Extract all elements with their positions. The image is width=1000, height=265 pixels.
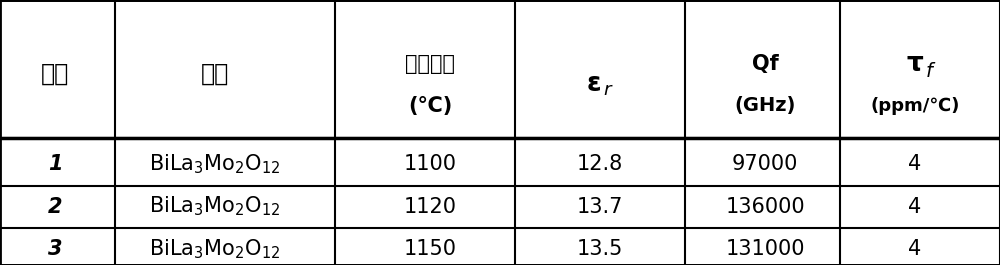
Text: 4: 4 (908, 154, 922, 174)
Text: 1120: 1120 (404, 197, 456, 217)
Text: 3: 3 (48, 239, 62, 259)
Text: 2: 2 (48, 197, 62, 217)
Text: 13.7: 13.7 (577, 197, 623, 217)
Text: $\mathbf{\varepsilon}_{\,r}$: $\mathbf{\varepsilon}_{\,r}$ (586, 72, 614, 98)
Text: BiLa$_3$Mo$_2$O$_{12}$: BiLa$_3$Mo$_2$O$_{12}$ (149, 195, 281, 219)
Text: 4: 4 (908, 239, 922, 259)
Text: $\mathit{f}$: $\mathit{f}$ (925, 62, 936, 81)
Text: 组成: 组成 (201, 62, 229, 86)
Text: BiLa$_3$Mo$_2$O$_{12}$: BiLa$_3$Mo$_2$O$_{12}$ (149, 152, 281, 176)
Text: (GHz): (GHz) (734, 96, 796, 116)
Text: 1100: 1100 (404, 154, 456, 174)
Text: 136000: 136000 (725, 197, 805, 217)
Text: 13.5: 13.5 (577, 239, 623, 259)
Text: 131000: 131000 (725, 239, 805, 259)
Text: (ppm/℃): (ppm/℃) (870, 97, 960, 115)
Text: Qf: Qf (752, 54, 778, 74)
Text: $\mathbf{\tau}$: $\mathbf{\tau}$ (906, 51, 924, 77)
Text: 实例: 实例 (41, 62, 69, 86)
Text: 97000: 97000 (732, 154, 798, 174)
Text: 1150: 1150 (404, 239, 456, 259)
Text: 12.8: 12.8 (577, 154, 623, 174)
Text: (℃): (℃) (408, 96, 452, 116)
Text: 烧结温度: 烧结温度 (405, 54, 455, 74)
Text: 4: 4 (908, 197, 922, 217)
Text: 1: 1 (48, 154, 62, 174)
Text: BiLa$_3$Mo$_2$O$_{12}$: BiLa$_3$Mo$_2$O$_{12}$ (149, 237, 281, 261)
